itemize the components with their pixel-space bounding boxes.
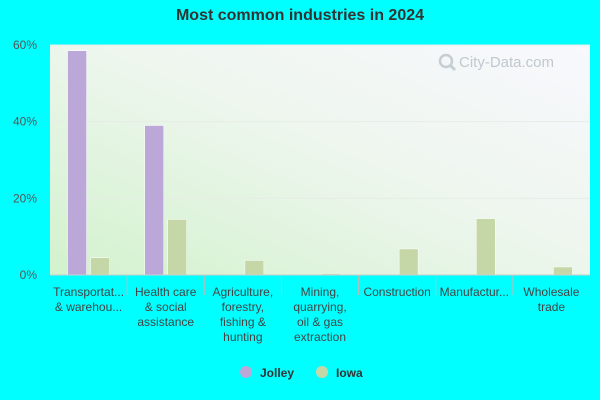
legend-label: Iowa [336,366,363,380]
bar-iowa-6[interactable] [553,266,573,276]
legend[interactable]: Jolley Iowa [240,366,363,380]
x-tick-label: Construction [363,285,430,299]
y-axis-ticks: 0% 20% 40% 60% [13,38,37,282]
x-tick-label: Health care & social assistance [135,285,197,329]
legend-label: Jolley [260,366,294,380]
bar-iowa-2[interactable] [244,260,265,276]
x-tick-label: Agriculture, forestry, fishing & hunting [213,285,274,344]
bar-iowa-0[interactable] [90,257,110,276]
bar-iowa-4[interactable] [398,248,419,276]
bar-iowa-1[interactable] [167,219,187,276]
x-tick-label: Transportat... & warehou... [53,285,124,314]
x-tick-label: Manufactur... [440,285,509,299]
x-tick-label: Wholesale trade [523,285,579,314]
plot-background [50,45,590,275]
legend-item-jolley[interactable]: Jolley [240,366,294,380]
gridlines [50,44,590,295]
watermark-text: City-Data.com [459,54,554,71]
x-tick-label: Mining, quarrying, oil & gas extraction [293,285,346,344]
legend-swatch [316,366,328,378]
chart-title: Most common industries in 2024 [175,7,425,24]
bars [50,50,590,276]
y-tick-label: 40% [13,115,37,129]
x-axis-labels: Transportat... & warehou... Health care & s… [53,285,580,344]
bar-jolley-1[interactable] [144,125,164,276]
y-tick-label: 20% [13,191,37,205]
bar-iowa-5[interactable] [476,218,496,276]
y-tick-label: 60% [13,38,37,52]
y-tick-label: 0% [20,268,38,282]
legend-item-iowa[interactable]: Iowa [316,366,363,380]
bar-jolley-0[interactable] [67,50,87,276]
magnifier-icon [438,53,457,72]
watermark: City-Data.com [438,53,554,72]
legend-swatch [240,366,252,378]
